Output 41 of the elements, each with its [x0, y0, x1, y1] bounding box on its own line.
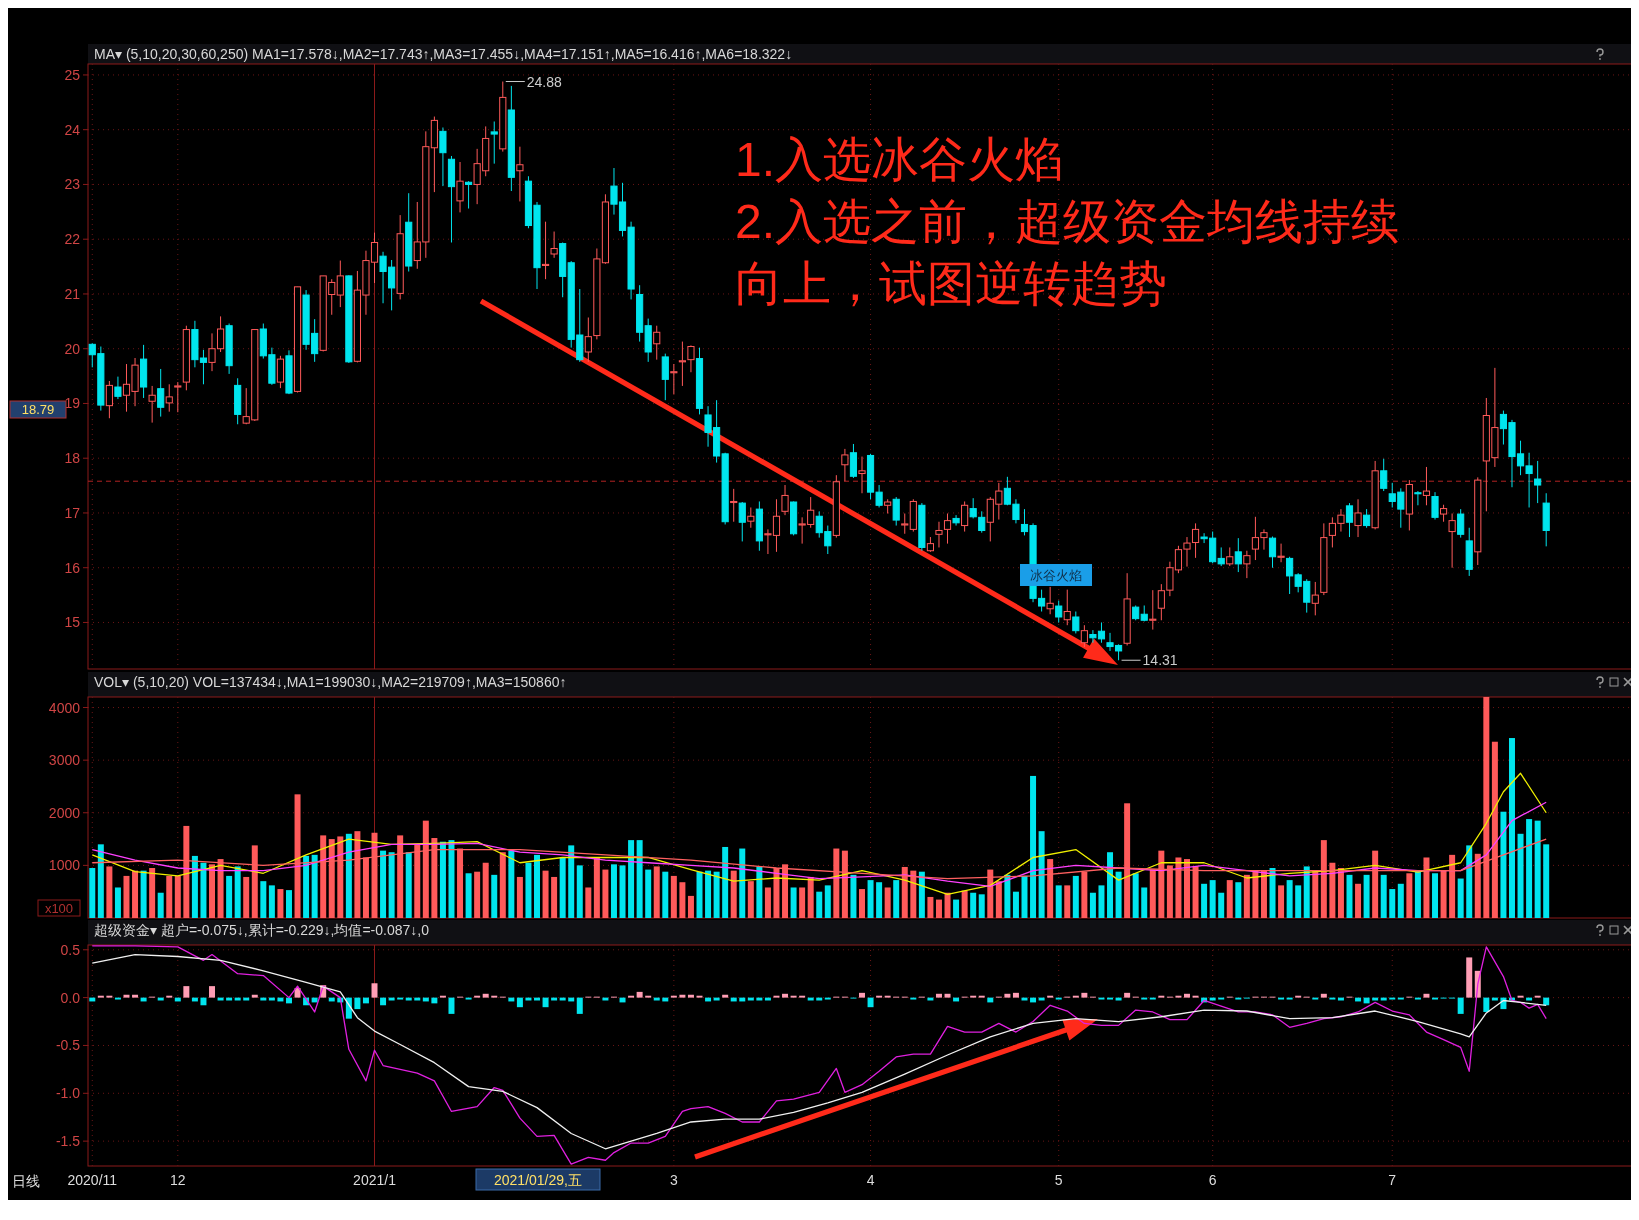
y-tick-label: 16: [64, 559, 81, 576]
y-tick-label: 19: [64, 395, 81, 412]
annotation: 1.入选冰谷火焰: [735, 133, 1064, 186]
annotation: 向上，试图逆转趋势: [735, 257, 1167, 310]
y-tick-label: 20: [64, 340, 81, 357]
chart-subtitle: VOL▾ (5,10,20) VOL=137434↓,MA1=199030↓,MA2=219709↑,MA3=150860↑: [94, 674, 567, 690]
chart-subtitle: 超级资金▾ 超户=-0.075↓,累计=-0.229↓,均值=-0.087↓,0: [94, 922, 430, 938]
y-tick-label: 25: [64, 66, 81, 83]
x-tick-label: 2020/11: [67, 1172, 118, 1188]
y-tick-label: 21: [64, 285, 81, 302]
y-tick-label: 18: [64, 450, 81, 467]
chart-subtitle: MA▾ (5,10,20,30,60,250) MA1=17.578↓,MA2=17.743↑,MA3=17.455↓,MA4=17.151↑,MA5=16.416↑,MA6=18.322↓: [94, 46, 793, 62]
y-tick-label: -0.5: [55, 1037, 81, 1054]
text: 2021/01/29,五: [494, 1172, 582, 1188]
y-tick-label: 3000: [48, 752, 81, 769]
y-tick-label: 17: [64, 504, 81, 521]
x-tick-label: 4: [866, 1172, 875, 1188]
y-tick-label: 4000: [48, 699, 81, 716]
annotation: 冰谷火焰: [1030, 568, 1082, 583]
text: 18.79: [21, 402, 55, 417]
y-tick-label: 2000: [48, 804, 81, 821]
x-tick-label: 3: [669, 1172, 678, 1188]
text: x100: [44, 901, 74, 916]
y-tick-label: 1000: [48, 857, 81, 874]
annotation: 24.88: [526, 73, 563, 90]
y-tick-label: 22: [64, 231, 81, 248]
y-tick-label: 23: [64, 176, 81, 193]
x-tick-label: 2021/1: [353, 1172, 397, 1188]
y-tick-label: 0.5: [60, 941, 81, 958]
x-tick-label: 12: [170, 1172, 186, 1188]
x-tick-label: 5: [1054, 1172, 1063, 1188]
y-tick-label: -1.0: [55, 1085, 81, 1102]
y-tick-label: 0.0: [60, 989, 81, 1006]
x-tick-label: 6: [1208, 1172, 1217, 1188]
y-tick-label: 15: [64, 614, 81, 631]
y-tick-label: 24: [64, 121, 81, 138]
y-tick-label: -1.5: [55, 1133, 81, 1150]
annotation: 14.31: [1142, 652, 1178, 669]
annotation: 2.入选之前，超级资金均线持续: [735, 195, 1400, 248]
text: 日线: [12, 1173, 40, 1189]
x-tick-label: 7: [1388, 1172, 1397, 1188]
